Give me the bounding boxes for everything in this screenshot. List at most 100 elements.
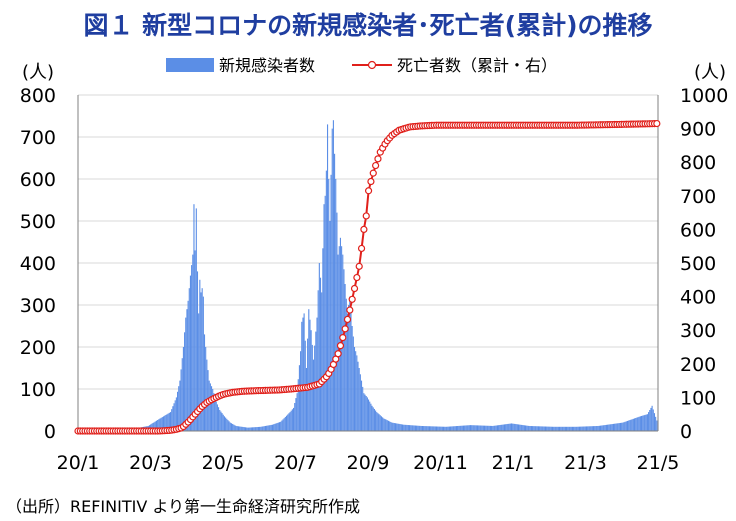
bar bbox=[181, 358, 183, 431]
bar bbox=[502, 424, 504, 431]
bar bbox=[283, 418, 285, 431]
bar bbox=[240, 426, 242, 431]
bar bbox=[244, 427, 247, 431]
bar bbox=[186, 309, 188, 431]
bar bbox=[439, 426, 441, 431]
bar bbox=[261, 426, 263, 431]
bar bbox=[549, 426, 551, 431]
bar bbox=[276, 423, 278, 431]
bar bbox=[248, 427, 250, 431]
bar bbox=[247, 427, 249, 431]
bar bbox=[159, 418, 161, 431]
bar bbox=[346, 313, 349, 431]
right-tick-label: 700 bbox=[680, 186, 716, 208]
bar bbox=[296, 393, 298, 431]
bar bbox=[562, 426, 564, 431]
bar bbox=[525, 425, 527, 431]
x-tick-label: 20/3 bbox=[129, 452, 172, 474]
bar bbox=[574, 426, 576, 431]
bar bbox=[488, 425, 490, 431]
bar bbox=[430, 426, 432, 431]
bar bbox=[323, 204, 325, 431]
bar bbox=[355, 351, 357, 431]
bar bbox=[550, 426, 552, 431]
bar bbox=[455, 426, 457, 431]
bar bbox=[484, 425, 486, 431]
left-tick-label: 700 bbox=[20, 127, 56, 149]
bar bbox=[191, 265, 193, 431]
bar bbox=[423, 426, 425, 431]
bar bbox=[656, 420, 658, 431]
bar bbox=[575, 426, 577, 431]
bar bbox=[365, 396, 367, 431]
line-point bbox=[360, 225, 368, 233]
bar bbox=[246, 427, 248, 431]
bar bbox=[185, 317, 187, 431]
bar bbox=[334, 153, 336, 432]
bar bbox=[407, 425, 409, 431]
bar bbox=[302, 317, 304, 431]
bar bbox=[319, 277, 322, 431]
bar bbox=[305, 368, 308, 431]
bar bbox=[338, 246, 340, 431]
bar bbox=[195, 208, 197, 431]
bar bbox=[281, 420, 283, 431]
bar bbox=[352, 336, 354, 431]
line-point bbox=[374, 155, 382, 163]
bar bbox=[264, 425, 267, 431]
bar bbox=[557, 426, 559, 431]
bar bbox=[392, 422, 394, 431]
bar bbox=[532, 426, 534, 431]
bar bbox=[239, 426, 241, 431]
bar bbox=[321, 292, 323, 431]
bar bbox=[165, 414, 167, 431]
bar bbox=[607, 424, 609, 431]
bar bbox=[236, 426, 238, 431]
bar bbox=[387, 420, 390, 431]
bar bbox=[461, 425, 463, 431]
bar bbox=[570, 426, 572, 431]
bar bbox=[168, 412, 170, 431]
bar bbox=[193, 204, 195, 431]
bar bbox=[297, 379, 299, 431]
bar bbox=[406, 424, 408, 431]
bar bbox=[271, 424, 274, 431]
bar bbox=[501, 424, 503, 431]
bar bbox=[581, 426, 583, 431]
bar bbox=[329, 221, 331, 431]
bar bbox=[369, 401, 371, 431]
bar bbox=[273, 424, 275, 431]
bar bbox=[633, 418, 636, 431]
death-line bbox=[78, 122, 657, 432]
bar bbox=[628, 420, 630, 431]
bar bbox=[577, 426, 579, 431]
bar bbox=[331, 128, 333, 431]
bar bbox=[551, 426, 554, 431]
bar bbox=[499, 425, 501, 431]
left-tick-label: 300 bbox=[20, 295, 56, 317]
right-tick-label: 0 bbox=[680, 421, 692, 443]
bar bbox=[583, 426, 585, 431]
bar bbox=[285, 415, 288, 431]
bar bbox=[284, 416, 286, 431]
bar bbox=[301, 321, 303, 431]
bar bbox=[644, 414, 646, 431]
bar bbox=[465, 425, 467, 431]
bar bbox=[382, 417, 384, 431]
bar bbox=[632, 418, 634, 431]
bar bbox=[529, 426, 531, 431]
bar bbox=[433, 426, 435, 431]
bar bbox=[651, 405, 653, 431]
bar bbox=[618, 423, 620, 431]
bar bbox=[513, 423, 515, 431]
bar bbox=[509, 423, 511, 431]
bar bbox=[442, 426, 445, 431]
bar bbox=[435, 426, 438, 431]
bar bbox=[638, 416, 640, 431]
bar bbox=[269, 425, 271, 431]
line-point bbox=[341, 325, 349, 333]
bar bbox=[154, 421, 156, 431]
bar bbox=[278, 422, 281, 431]
bar bbox=[630, 419, 632, 431]
